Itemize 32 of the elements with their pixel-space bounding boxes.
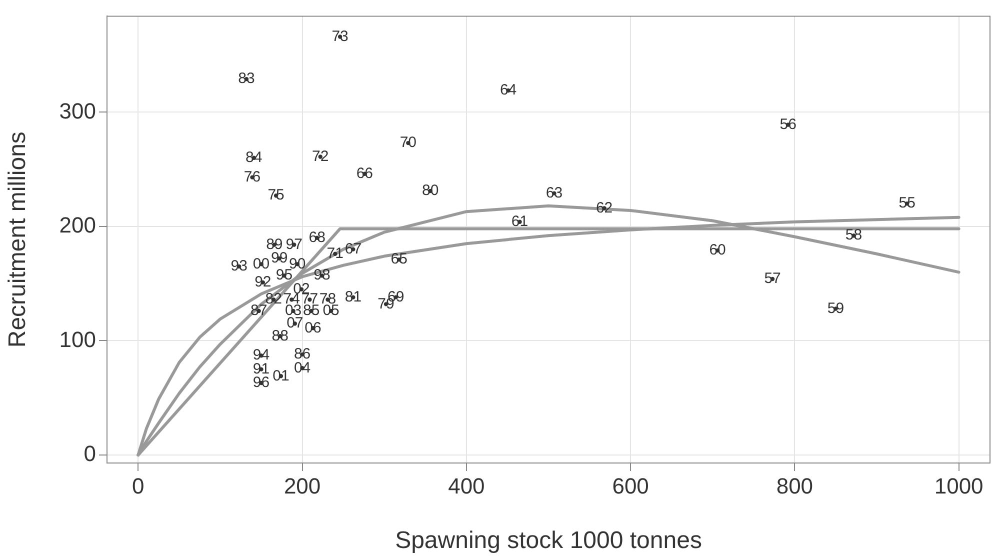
series-label: 62 (596, 199, 613, 216)
series-label: 81 (344, 288, 362, 306)
y-tick-label: 0 (84, 441, 96, 466)
series-label: 87 (250, 302, 268, 320)
series-label: 97 (286, 236, 302, 253)
series-label: 88 (272, 327, 288, 344)
x-tick-label: 1000 (934, 473, 984, 498)
x-tick-label: 0 (132, 473, 144, 498)
series-label: 65 (390, 250, 408, 268)
x-tick-label: 400 (448, 473, 485, 498)
x-tick-label: 200 (284, 473, 321, 498)
series-label: 61 (511, 213, 528, 230)
series-label: 75 (268, 186, 284, 204)
series-label: 73 (332, 28, 348, 45)
series-label: 83 (238, 70, 255, 88)
y-tick-label: 100 (59, 326, 96, 352)
y-tick-label: 200 (59, 212, 96, 238)
series-label: 67 (344, 240, 362, 258)
series-label: 93 (230, 258, 248, 275)
x-axis-title: Spawning stock 1000 tonnes (395, 527, 702, 554)
series-label: 91 (252, 360, 270, 378)
x-tick-label: 600 (612, 473, 649, 498)
series-label: 71 (326, 245, 344, 262)
series-label: 82 (265, 290, 282, 308)
y-tick-label: 300 (59, 98, 96, 124)
y-axis-title: Recruitment millions (4, 132, 32, 348)
x-tick-label: 800 (776, 473, 814, 498)
series-label: 76 (244, 168, 261, 186)
series-label: 63 (546, 184, 563, 202)
series-label: 92 (254, 274, 272, 291)
series-label: 72 (312, 148, 329, 165)
series-label: 55 (898, 194, 916, 212)
